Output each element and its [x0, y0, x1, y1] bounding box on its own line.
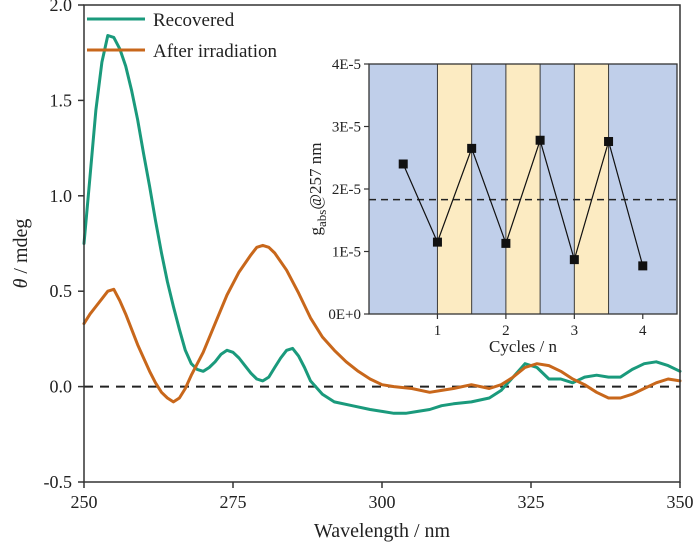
inset-x-tick-label: 2 [502, 323, 510, 339]
inset-irradiation-band [437, 64, 472, 314]
inset-y-axis-label: gabs@257 nm [306, 143, 329, 236]
x-tick-label: 325 [518, 492, 545, 512]
inset-x-tick-label: 1 [434, 323, 442, 339]
series-line-recovered [82, 34, 682, 415]
inset-y-tick-label: 0E+0 [328, 307, 361, 323]
y-axis-label: θ / mdeg [10, 219, 32, 289]
inset-data-point [535, 135, 545, 145]
inset-x-tick-label: 4 [639, 323, 647, 339]
y-tick-label: 1.0 [50, 186, 73, 206]
inset-y-axis-label-ylabel-rest: @257 nm [306, 143, 325, 210]
x-tick-label: 350 [667, 492, 694, 512]
x-axis-label: Wavelength / nm [314, 520, 451, 542]
inset-y-axis-label-ylabel-sub: abs [314, 210, 329, 227]
inset-y-tick-label: 3E-5 [332, 120, 361, 136]
y-tick-label: 1.5 [50, 90, 73, 110]
inset-data-point [398, 159, 408, 169]
x-tick-label: 275 [220, 492, 247, 512]
inset-data-point [569, 255, 579, 265]
inset-y-tick-label: 4E-5 [332, 57, 361, 73]
y-tick-label: 0.0 [50, 377, 73, 397]
inset-y-axis-label-ylabel-main: g [306, 226, 325, 235]
y-axis-symbol: θ [10, 278, 32, 288]
y-tick-label: -0.5 [44, 472, 73, 492]
legend-label: After irradiation [153, 41, 277, 62]
inset-irradiation-band [574, 64, 609, 314]
inset-y-tick-label: 1E-5 [332, 245, 361, 261]
inset-data-line [402, 138, 644, 267]
inset-data-point [604, 137, 614, 146]
y-tick-label: 2.0 [50, 0, 73, 15]
inset-data-point [501, 238, 511, 248]
inset-y-tick-label: 2E-5 [332, 182, 361, 198]
x-tick-label: 250 [71, 492, 98, 512]
inset-data-point [467, 143, 477, 153]
series-line-after-irradiation [82, 243, 682, 404]
y-axis-unit: / mdeg [10, 219, 32, 279]
inset-x-tick-label: 3 [571, 323, 579, 339]
legend-label: Recovered [153, 10, 235, 31]
y-tick-label: 0.5 [50, 281, 73, 301]
inset-irradiation-band [505, 64, 541, 314]
x-tick-label: 300 [369, 492, 396, 512]
inset-data-point [638, 261, 648, 271]
inset-data-point [432, 237, 442, 247]
inset-x-axis-label: Cycles / n [489, 337, 557, 356]
